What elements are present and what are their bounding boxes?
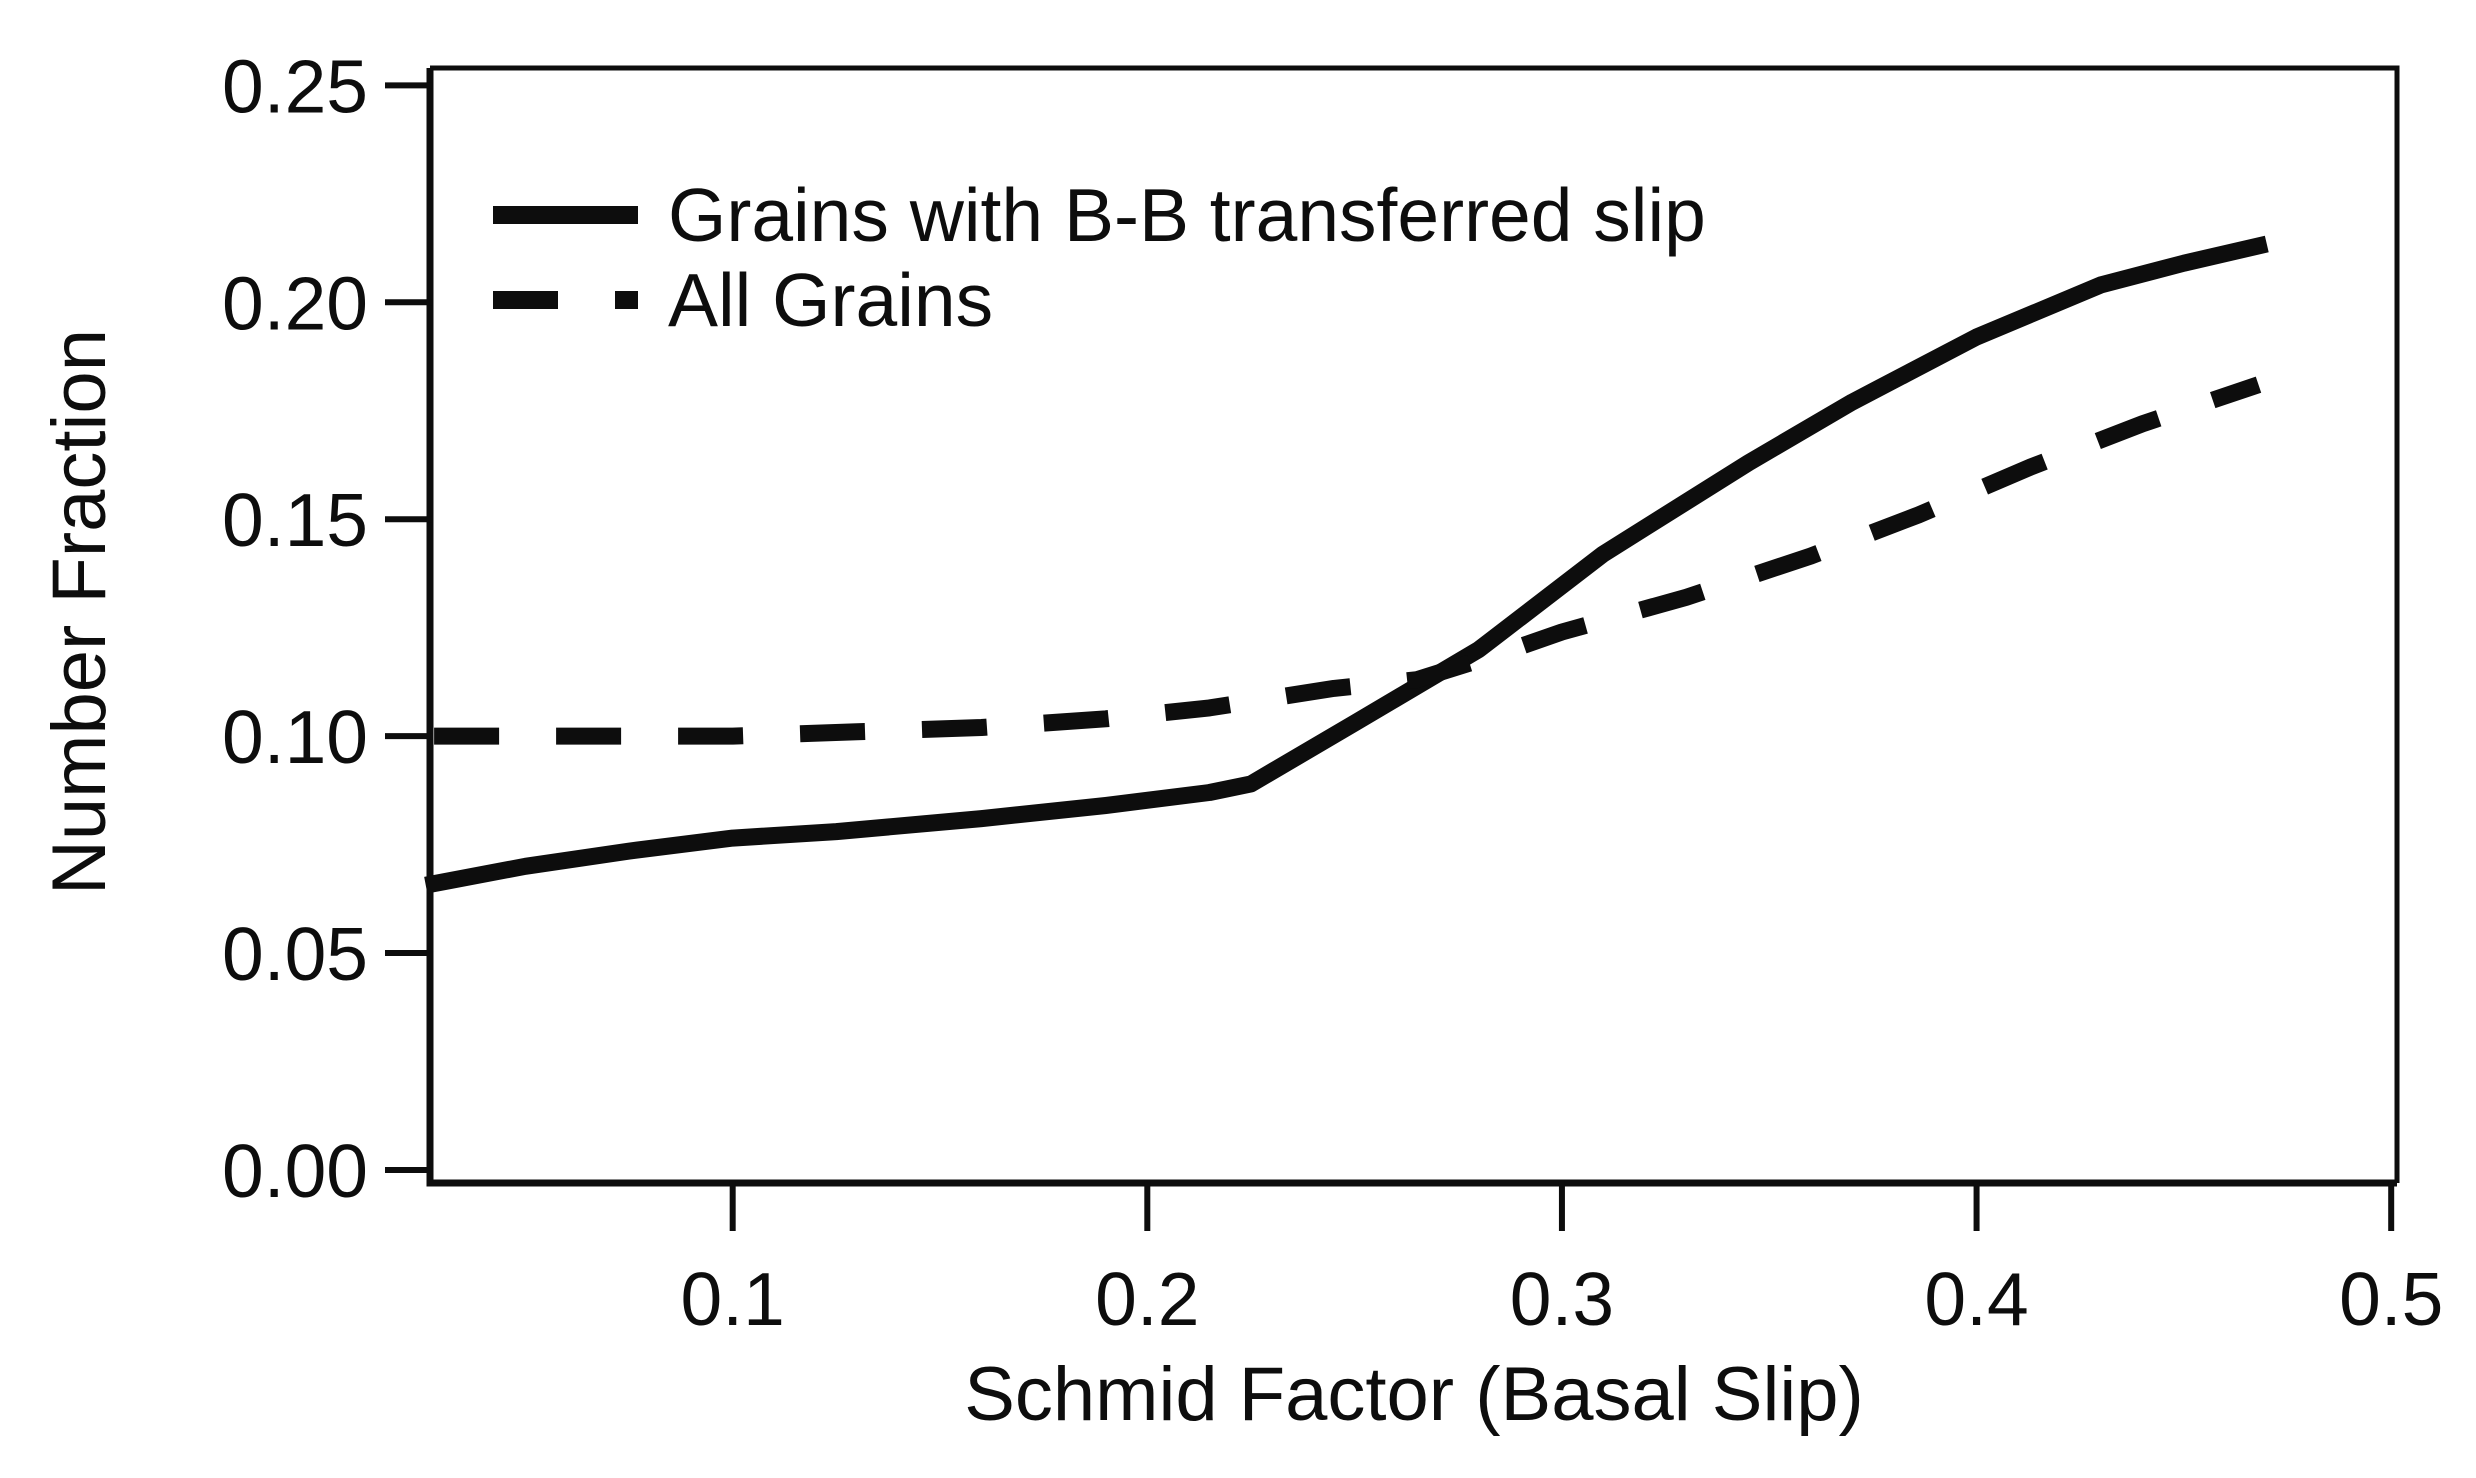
y-axis-title: Number Fraction: [37, 329, 122, 895]
y-tick-label: 0.10: [222, 695, 368, 779]
y-tick-label: 0.25: [222, 44, 368, 128]
y-tick-label: 0.15: [222, 478, 368, 562]
x-tick-label: 0.4: [1924, 1257, 2028, 1341]
series-line-solid: [424, 235, 2269, 894]
x-tick-label: 0.2: [1095, 1257, 1199, 1341]
y-tick-label: 0.05: [222, 912, 368, 996]
x-tick-label: 0.5: [2339, 1257, 2443, 1341]
plot-area: 0.00 0.05 0.10 0.15 0.20 0.25 0.1 0.2 0.3 0.4 0.5 G…: [222, 44, 2443, 1341]
plot-border-axes: [426, 68, 2397, 1187]
y-tick-label: 0.00: [222, 1129, 368, 1213]
x-tick-label: 0.3: [1510, 1257, 1614, 1341]
series-line-dashed: [434, 376, 2262, 745]
plot-border-top-right: [430, 65, 2400, 1183]
x-tick-label: 0.1: [681, 1257, 785, 1341]
x-axis-title: Schmid Factor (Basal Slip): [964, 1352, 1864, 1437]
legend-label: Grains with B-B transferred slip: [668, 173, 1706, 257]
y-tick-label: 0.20: [222, 261, 368, 345]
legend-label: All Grains: [668, 258, 993, 342]
